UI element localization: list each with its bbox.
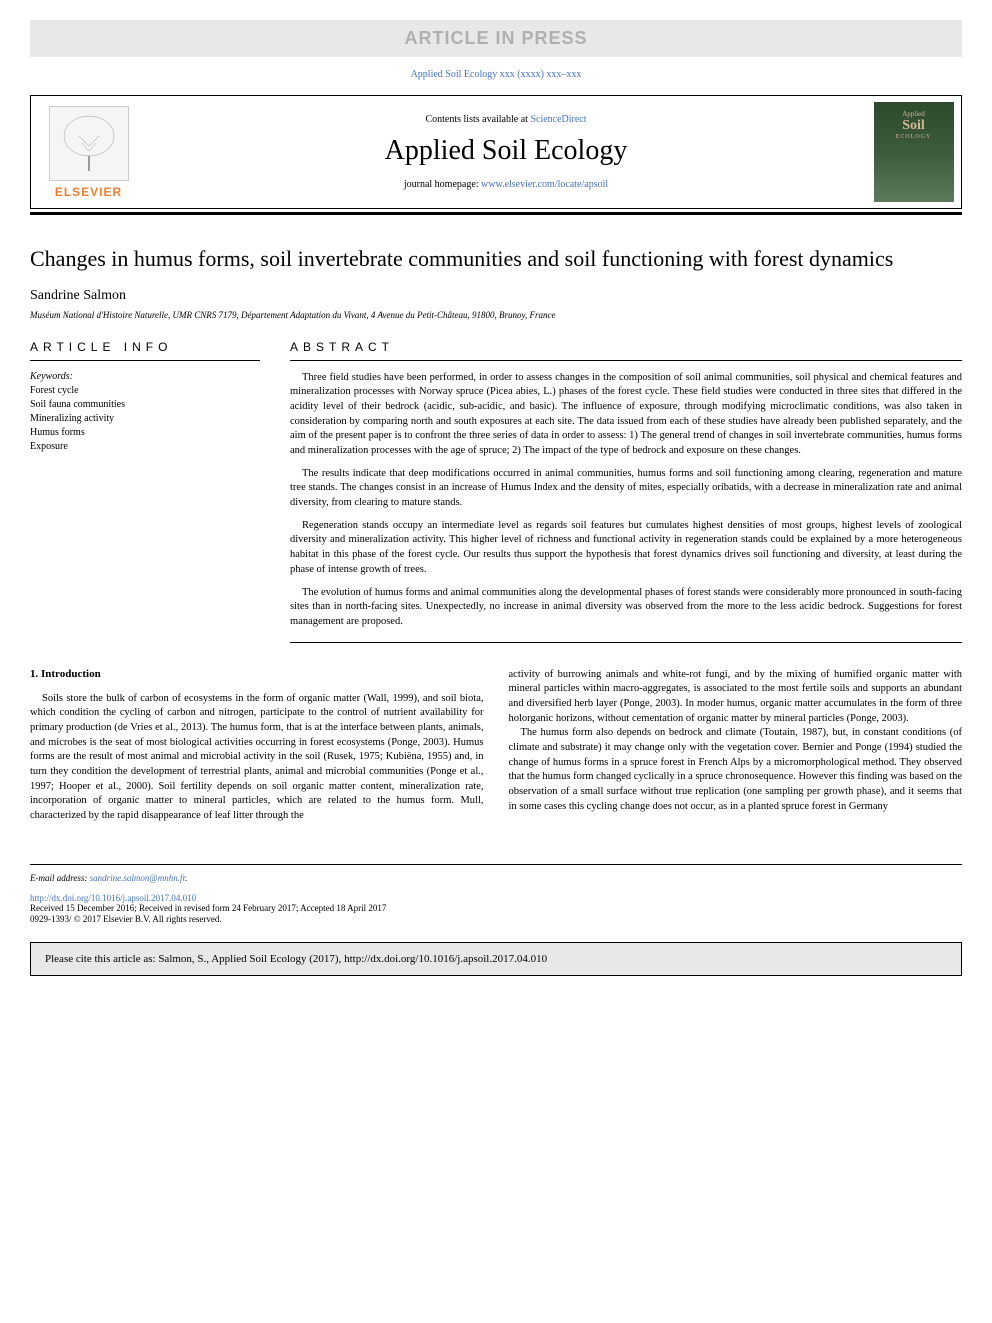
author: Sandrine Salmon — [30, 288, 962, 304]
keyword-item: Mineralizing activity — [30, 412, 260, 426]
abstract-para: The results indicate that deep modificat… — [290, 467, 962, 511]
cover-text-main: Soil — [902, 118, 925, 134]
body-para: activity of burrowing animals and white-… — [509, 668, 963, 727]
journal-cover-cell: Applied Soil ECOLOGY — [866, 96, 961, 208]
article-in-press-banner: ARTICLE IN PRESS — [30, 20, 962, 57]
keywords-label: Keywords: — [30, 371, 260, 382]
affiliation: Muséum National d'Histoire Naturelle, UM… — [30, 310, 962, 320]
abstract-para: Three field studies have been performed,… — [290, 371, 962, 459]
contents-prefix: Contents lists available at — [425, 114, 530, 125]
email-label: E-mail address: — [30, 873, 90, 883]
copyright-line: 0929-1393/ © 2017 Elsevier B.V. All righ… — [30, 914, 962, 924]
doi-link[interactable]: http://dx.doi.org/10.1016/j.apsoil.2017.… — [30, 893, 962, 903]
email-line: E-mail address: sandrine.salmon@mnhn.fr. — [30, 873, 962, 883]
info-abstract-row: ARTICLE INFO Keywords: Forest cycle Soil… — [30, 340, 962, 643]
abstract-para: The evolution of humus forms and animal … — [290, 586, 962, 630]
journal-name: Applied Soil Ecology — [156, 135, 856, 167]
sciencedirect-link[interactable]: ScienceDirect — [530, 114, 586, 125]
body-columns: 1. Introduction Soils store the bulk of … — [30, 668, 962, 824]
journal-cover-icon: Applied Soil ECOLOGY — [874, 102, 954, 202]
page-wrapper: ARTICLE IN PRESS Applied Soil Ecology xx… — [0, 0, 992, 996]
introduction-heading: 1. Introduction — [30, 668, 484, 680]
keyword-item: Forest cycle — [30, 384, 260, 398]
banner-text: ARTICLE IN PRESS — [404, 28, 587, 48]
received-line: Received 15 December 2016; Received in r… — [30, 903, 962, 915]
contents-line: Contents lists available at ScienceDirec… — [156, 114, 856, 125]
email-link[interactable]: sandrine.salmon@mnhn.fr — [90, 873, 185, 883]
elsevier-logo-cell: ELSEVIER — [31, 96, 146, 208]
abstract-para: Regeneration stands occupy an intermedia… — [290, 519, 962, 578]
body-para: The humus form also depends on bedrock a… — [509, 726, 963, 814]
body-right-column: activity of burrowing animals and white-… — [509, 668, 963, 824]
homepage-prefix: journal homepage: — [404, 179, 481, 190]
abstract-heading: ABSTRACT — [290, 340, 962, 361]
body-para: Soils store the bulk of carbon of ecosys… — [30, 692, 484, 824]
elsevier-tree-icon — [49, 106, 129, 181]
cover-text-sub: ECOLOGY — [896, 134, 932, 140]
abstract-bottom-rule — [290, 642, 962, 643]
keyword-item: Soil fauna communities — [30, 398, 260, 412]
keyword-item: Exposure — [30, 440, 260, 454]
journal-header: ELSEVIER Contents lists available at Sci… — [30, 95, 962, 209]
homepage-link[interactable]: www.elsevier.com/locate/apsoil — [481, 179, 608, 190]
article-info-heading: ARTICLE INFO — [30, 340, 260, 361]
cover-text-top: Applied — [902, 110, 925, 118]
header-center: Contents lists available at ScienceDirec… — [146, 96, 866, 208]
tree-svg — [54, 111, 124, 176]
journal-ref: Applied Soil Ecology xxx (xxxx) xxx–xxx — [30, 69, 962, 80]
article-title: Changes in humus forms, soil invertebrat… — [30, 245, 962, 274]
homepage-line: journal homepage: www.elsevier.com/locat… — [156, 179, 856, 190]
abstract-column: ABSTRACT Three field studies have been p… — [290, 340, 962, 643]
body-left-column: 1. Introduction Soils store the bulk of … — [30, 668, 484, 824]
article-info-column: ARTICLE INFO Keywords: Forest cycle Soil… — [30, 340, 260, 643]
footer-block: E-mail address: sandrine.salmon@mnhn.fr.… — [30, 864, 962, 925]
citation-box: Please cite this article as: Salmon, S.,… — [30, 942, 962, 976]
thick-rule — [30, 212, 962, 215]
keyword-item: Humus forms — [30, 426, 260, 440]
elsevier-label: ELSEVIER — [55, 185, 122, 199]
